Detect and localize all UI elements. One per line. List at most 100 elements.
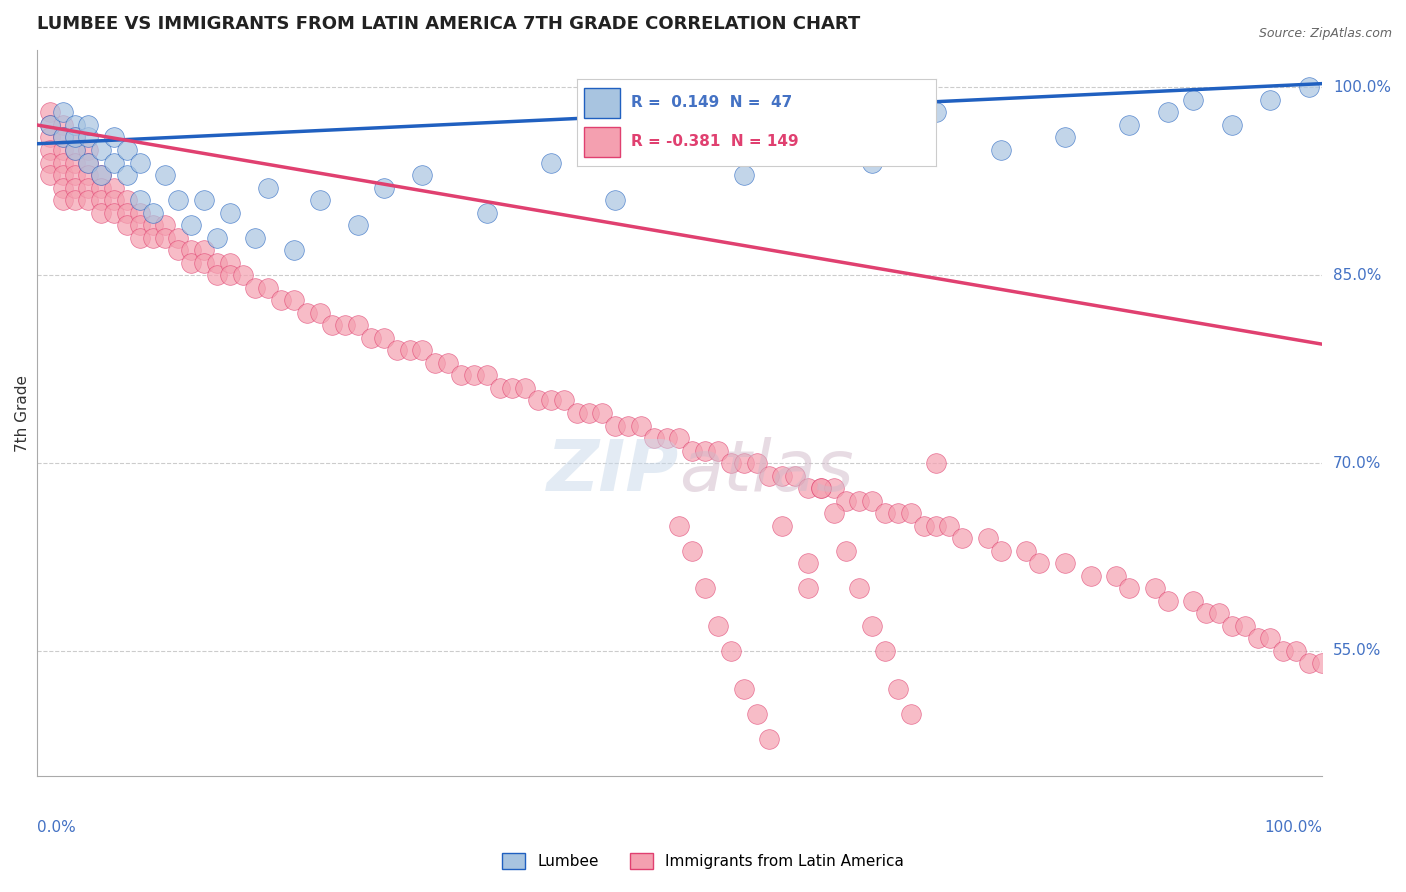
- Point: [527, 393, 550, 408]
- Point: [720, 456, 742, 470]
- Point: [38, 118, 60, 132]
- Point: [65, 143, 87, 157]
- Point: [425, 356, 447, 370]
- Point: [1182, 594, 1205, 608]
- Point: [283, 293, 305, 308]
- Point: [823, 481, 845, 495]
- Point: [450, 368, 472, 383]
- Point: [245, 281, 267, 295]
- Point: [65, 180, 87, 194]
- Point: [180, 218, 202, 232]
- Point: [411, 343, 433, 358]
- Point: [180, 244, 202, 258]
- Point: [745, 706, 768, 721]
- Point: [295, 306, 318, 320]
- Point: [540, 155, 562, 169]
- Text: LUMBEE VS IMMIGRANTS FROM LATIN AMERICA 7TH GRADE CORRELATION CHART: LUMBEE VS IMMIGRANTS FROM LATIN AMERICA …: [37, 15, 860, 33]
- Point: [373, 180, 395, 194]
- Point: [77, 130, 100, 145]
- Point: [193, 256, 215, 270]
- Point: [77, 118, 100, 132]
- Point: [758, 731, 780, 746]
- Point: [1028, 556, 1050, 570]
- Point: [257, 281, 280, 295]
- Point: [1310, 657, 1333, 671]
- Point: [90, 205, 112, 219]
- Point: [1298, 80, 1320, 95]
- Point: [283, 244, 305, 258]
- Point: [912, 518, 935, 533]
- Point: [1015, 543, 1038, 558]
- Point: [797, 582, 820, 596]
- Point: [733, 456, 755, 470]
- Point: [591, 406, 613, 420]
- Point: [860, 155, 883, 169]
- Point: [155, 218, 177, 232]
- Point: [1118, 118, 1140, 132]
- Point: [52, 130, 75, 145]
- Point: [52, 118, 75, 132]
- Point: [475, 205, 498, 219]
- Point: [308, 193, 330, 207]
- Point: [848, 582, 870, 596]
- Point: [823, 506, 845, 520]
- Point: [950, 531, 973, 545]
- Point: [900, 706, 922, 721]
- Point: [193, 193, 215, 207]
- Point: [347, 218, 370, 232]
- Point: [1143, 582, 1166, 596]
- Point: [142, 218, 165, 232]
- Point: [887, 681, 910, 696]
- Point: [218, 268, 240, 283]
- Point: [1220, 118, 1243, 132]
- Point: [347, 318, 370, 333]
- Point: [1246, 632, 1268, 646]
- Point: [128, 218, 150, 232]
- Point: [990, 543, 1012, 558]
- Point: [605, 418, 627, 433]
- Text: 100.0%: 100.0%: [1333, 80, 1391, 95]
- Point: [783, 468, 806, 483]
- Point: [770, 468, 793, 483]
- Point: [1118, 582, 1140, 596]
- Point: [65, 118, 87, 132]
- Point: [1298, 657, 1320, 671]
- Point: [115, 205, 138, 219]
- Point: [745, 456, 768, 470]
- Text: 100.0%: 100.0%: [1264, 820, 1322, 835]
- Point: [142, 205, 165, 219]
- Point: [733, 681, 755, 696]
- Point: [232, 268, 254, 283]
- Point: [925, 518, 948, 533]
- Point: [848, 493, 870, 508]
- Y-axis label: 7th Grade: 7th Grade: [15, 375, 30, 451]
- Point: [707, 619, 730, 633]
- Point: [990, 143, 1012, 157]
- Point: [835, 493, 858, 508]
- Point: [128, 230, 150, 244]
- Point: [38, 105, 60, 120]
- Point: [205, 256, 228, 270]
- Point: [810, 481, 832, 495]
- Point: [128, 193, 150, 207]
- Point: [835, 543, 858, 558]
- Point: [1260, 632, 1282, 646]
- Point: [321, 318, 343, 333]
- Point: [1272, 644, 1295, 658]
- Point: [103, 193, 125, 207]
- Text: 70.0%: 70.0%: [1333, 456, 1381, 471]
- Point: [797, 481, 820, 495]
- Point: [475, 368, 498, 383]
- Point: [360, 331, 382, 345]
- Point: [1285, 644, 1308, 658]
- Point: [1233, 619, 1256, 633]
- Point: [733, 168, 755, 182]
- Point: [681, 443, 703, 458]
- Point: [887, 506, 910, 520]
- Point: [205, 268, 228, 283]
- Point: [860, 619, 883, 633]
- Point: [77, 180, 100, 194]
- Point: [77, 155, 100, 169]
- Point: [681, 543, 703, 558]
- Text: 0.0%: 0.0%: [37, 820, 76, 835]
